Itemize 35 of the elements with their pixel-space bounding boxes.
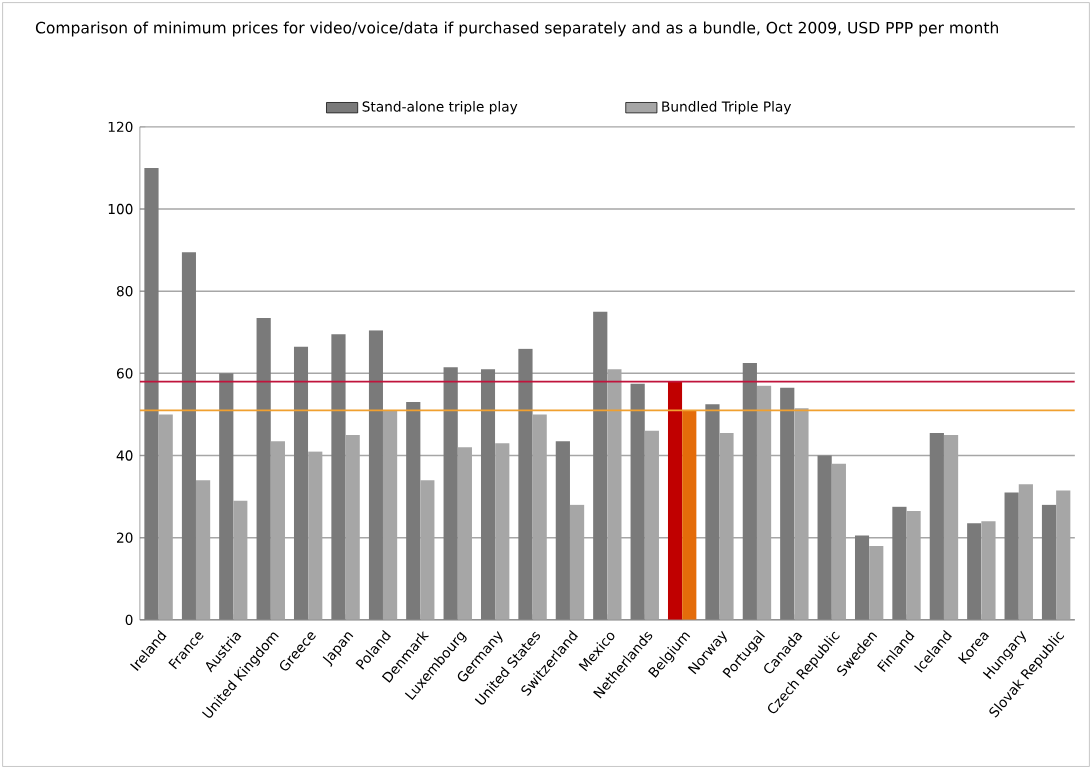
bar — [368, 330, 383, 620]
y-tick-label: 40 — [116, 450, 133, 461]
y-tick-label: 20 — [116, 532, 133, 543]
bar — [817, 455, 832, 620]
y-tick-label: 60 — [116, 368, 133, 379]
bar — [443, 367, 458, 620]
bar — [518, 348, 533, 620]
bar — [1041, 504, 1057, 620]
bar — [406, 402, 421, 620]
bar — [630, 383, 645, 620]
bar — [929, 432, 944, 620]
bar — [181, 252, 196, 620]
bar — [667, 381, 683, 620]
bar — [967, 523, 982, 620]
y-tick-label: 100 — [108, 203, 133, 215]
bar — [293, 346, 309, 620]
bar — [256, 317, 271, 620]
legend-label: Bundled Triple Play — [662, 101, 792, 115]
bar — [705, 404, 720, 620]
y-tick-label: 80 — [116, 285, 133, 297]
y-tick-label: 120 — [108, 121, 133, 133]
bar — [742, 363, 757, 620]
bar — [780, 387, 795, 620]
bar — [854, 535, 870, 620]
legend-label: Stand-alone triple play — [362, 101, 518, 115]
y-tick-label: 0 — [125, 614, 133, 625]
bar — [331, 334, 346, 620]
bar — [219, 373, 234, 620]
bar — [892, 506, 907, 620]
bar — [480, 369, 496, 620]
chart-title: Comparison of minimum prices for video/voice/data if purchased separately and as a bundle, Oct 2009, USD PPP per month — [35, 21, 998, 37]
bar — [555, 441, 570, 620]
bar — [593, 311, 608, 620]
bar — [1004, 492, 1019, 620]
bar — [682, 410, 697, 620]
